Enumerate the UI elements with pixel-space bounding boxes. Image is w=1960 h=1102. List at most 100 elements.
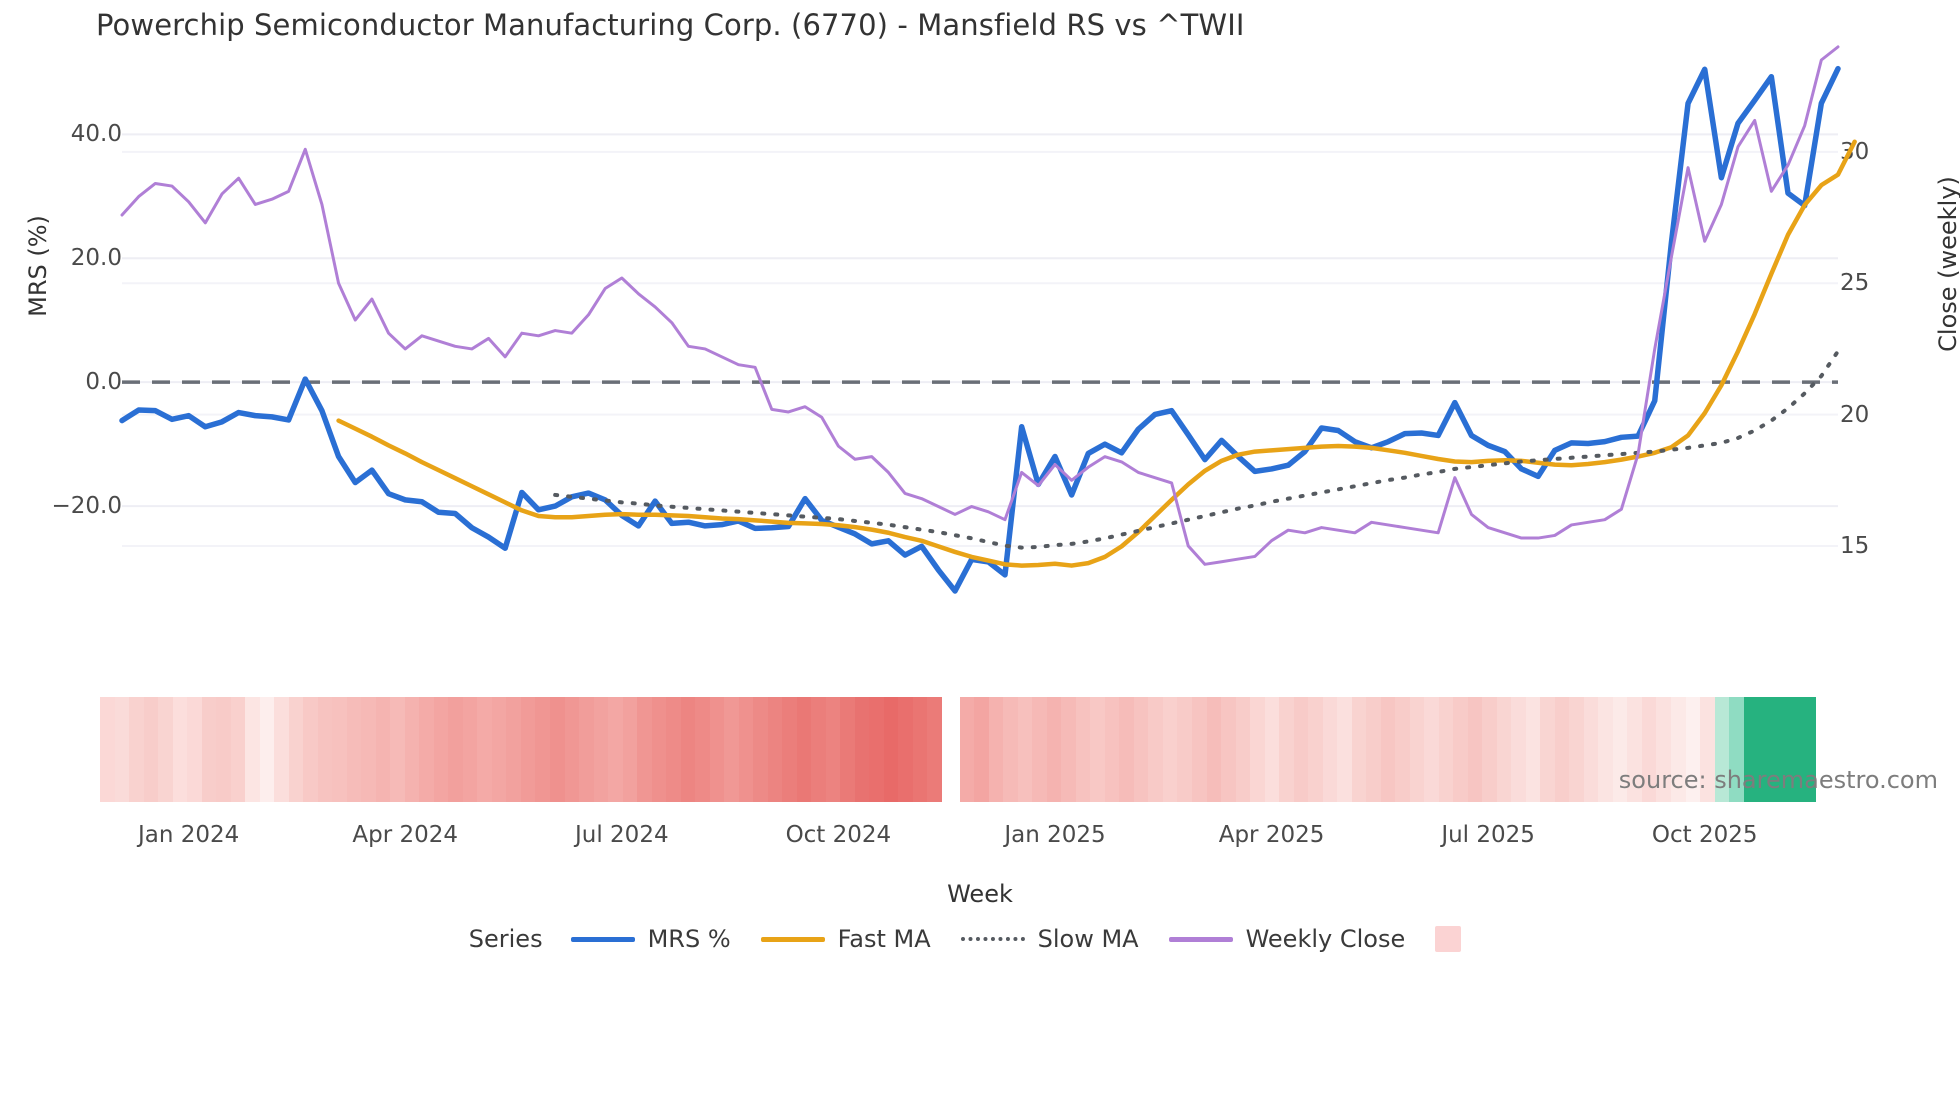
heatmap-cell bbox=[1496, 697, 1512, 802]
legend-swatch-line bbox=[570, 936, 635, 942]
heatmap-cell bbox=[1017, 697, 1033, 802]
heatmap-cell bbox=[1104, 697, 1120, 802]
x-axis-title: Week bbox=[947, 880, 1013, 908]
series-fast-ma bbox=[336, 139, 1857, 568]
heatmap-cell bbox=[361, 697, 376, 802]
x-tick: Apr 2025 bbox=[1218, 822, 1325, 848]
heatmap-cell bbox=[1075, 697, 1091, 802]
heatmap-cell bbox=[448, 697, 463, 802]
heatmap-cell bbox=[1627, 697, 1642, 802]
heatmap-cell bbox=[811, 697, 826, 802]
heatmap-cell bbox=[477, 697, 492, 802]
legend-swatch-dotted bbox=[960, 937, 1025, 941]
heatmap-cell bbox=[1714, 697, 1730, 802]
heatmap-cell bbox=[622, 697, 638, 802]
heatmap-cell bbox=[782, 697, 797, 802]
heatmap-cell bbox=[1351, 697, 1367, 802]
heatmap-cell bbox=[317, 697, 333, 802]
heatmap-cell bbox=[753, 697, 768, 802]
y-axis-right-ticks: 30 25 20 15 bbox=[1840, 0, 1960, 700]
heatmap-cell bbox=[854, 697, 870, 802]
heatmap-cell bbox=[1177, 697, 1192, 802]
heatmap-cell bbox=[549, 697, 565, 802]
heatmap-cell bbox=[274, 697, 289, 802]
legend-item[interactable] bbox=[1435, 926, 1462, 952]
heatmap-cell bbox=[100, 697, 115, 802]
heatmap-cell bbox=[738, 697, 754, 802]
heatmap-cell bbox=[1671, 697, 1686, 802]
heatmap-cell bbox=[1162, 697, 1178, 802]
heatmap-cell bbox=[637, 697, 652, 802]
heatmap-band bbox=[959, 697, 1817, 802]
x-tick: Jan 2025 bbox=[1004, 822, 1106, 848]
heatmap-cell bbox=[898, 697, 913, 802]
legend-swatch-line bbox=[760, 936, 825, 942]
heatmap-cell bbox=[390, 697, 405, 802]
heatmap-cell bbox=[1525, 697, 1541, 802]
heatmap-cell bbox=[1308, 697, 1323, 802]
heatmap-cell bbox=[288, 697, 304, 802]
series-weekly-close bbox=[120, 45, 1840, 566]
heatmap-cell bbox=[651, 697, 667, 802]
heatmap-cell bbox=[695, 697, 710, 802]
heatmap-cell bbox=[1133, 697, 1149, 802]
heatmap-cell bbox=[724, 697, 739, 802]
y-tick-right: 15 bbox=[1840, 532, 1870, 559]
x-tick: Apr 2024 bbox=[352, 822, 459, 848]
heatmap-cell bbox=[1235, 697, 1251, 802]
y-tick-left: 0.0 bbox=[85, 369, 122, 396]
heatmap-band bbox=[100, 697, 942, 802]
heatmap-cell bbox=[1250, 697, 1265, 802]
x-tick: Oct 2025 bbox=[1651, 822, 1758, 848]
heatmap-cell bbox=[767, 697, 783, 802]
series-mrs-percent bbox=[119, 65, 1841, 594]
heatmap-cell bbox=[1583, 697, 1599, 802]
heatmap-cell bbox=[1598, 697, 1613, 802]
heatmap-cell bbox=[1032, 697, 1047, 802]
legend-label: Weekly Close bbox=[1245, 925, 1406, 953]
y-axis-left-ticks: 40.0 20.0 0.0 −20.0 bbox=[0, 0, 122, 700]
heatmap-cell bbox=[1061, 697, 1076, 802]
heatmap-cell bbox=[1046, 697, 1062, 802]
heatmap-cell bbox=[259, 697, 275, 802]
y-tick-left: 20.0 bbox=[70, 245, 122, 272]
legend-item[interactable]: MRS % bbox=[570, 925, 731, 953]
legend-item[interactable]: Weekly Close bbox=[1168, 925, 1406, 953]
heatmap-cell bbox=[1322, 697, 1338, 802]
legend-label: Fast MA bbox=[837, 925, 931, 953]
legend-title: Series bbox=[468, 925, 543, 953]
heatmap-cell bbox=[1438, 697, 1454, 802]
heatmap-cell bbox=[1395, 697, 1410, 802]
heatmap-cell bbox=[129, 697, 144, 802]
legend-item[interactable]: Slow MA bbox=[960, 925, 1139, 953]
heatmap-cell bbox=[959, 697, 975, 802]
heatmap-cell bbox=[216, 697, 231, 802]
legend-item[interactable]: Fast MA bbox=[760, 925, 931, 953]
x-tick: Jul 2024 bbox=[574, 822, 669, 848]
heatmap-cell bbox=[869, 697, 884, 802]
heatmap-cell bbox=[666, 697, 681, 802]
heatmap-cell bbox=[187, 697, 202, 802]
heatmap-cell bbox=[303, 697, 318, 802]
heatmap-cell bbox=[974, 697, 989, 802]
heatmap-cell bbox=[1003, 697, 1018, 802]
heatmap-cell bbox=[988, 697, 1004, 802]
heatmap-cell bbox=[375, 697, 391, 802]
y-tick-right: 20 bbox=[1840, 401, 1870, 428]
heatmap-cell bbox=[1453, 697, 1468, 802]
heatmap-cell bbox=[332, 697, 347, 802]
heatmap-cell bbox=[1148, 697, 1163, 802]
heatmap-cell bbox=[1380, 697, 1396, 802]
legend-label: MRS % bbox=[647, 925, 731, 953]
heatmap-cell bbox=[1787, 697, 1802, 802]
heatmap-cell bbox=[1743, 697, 1759, 802]
series-slow-ma bbox=[553, 349, 1840, 550]
heatmap-cell bbox=[1206, 697, 1222, 802]
heatmap-cell bbox=[1264, 697, 1280, 802]
heatmap-cell bbox=[1801, 697, 1817, 802]
heatmap-cell bbox=[535, 697, 550, 802]
heatmap-cell bbox=[1090, 697, 1105, 802]
heatmap-cell bbox=[1511, 697, 1526, 802]
heatmap-cell bbox=[680, 697, 696, 802]
